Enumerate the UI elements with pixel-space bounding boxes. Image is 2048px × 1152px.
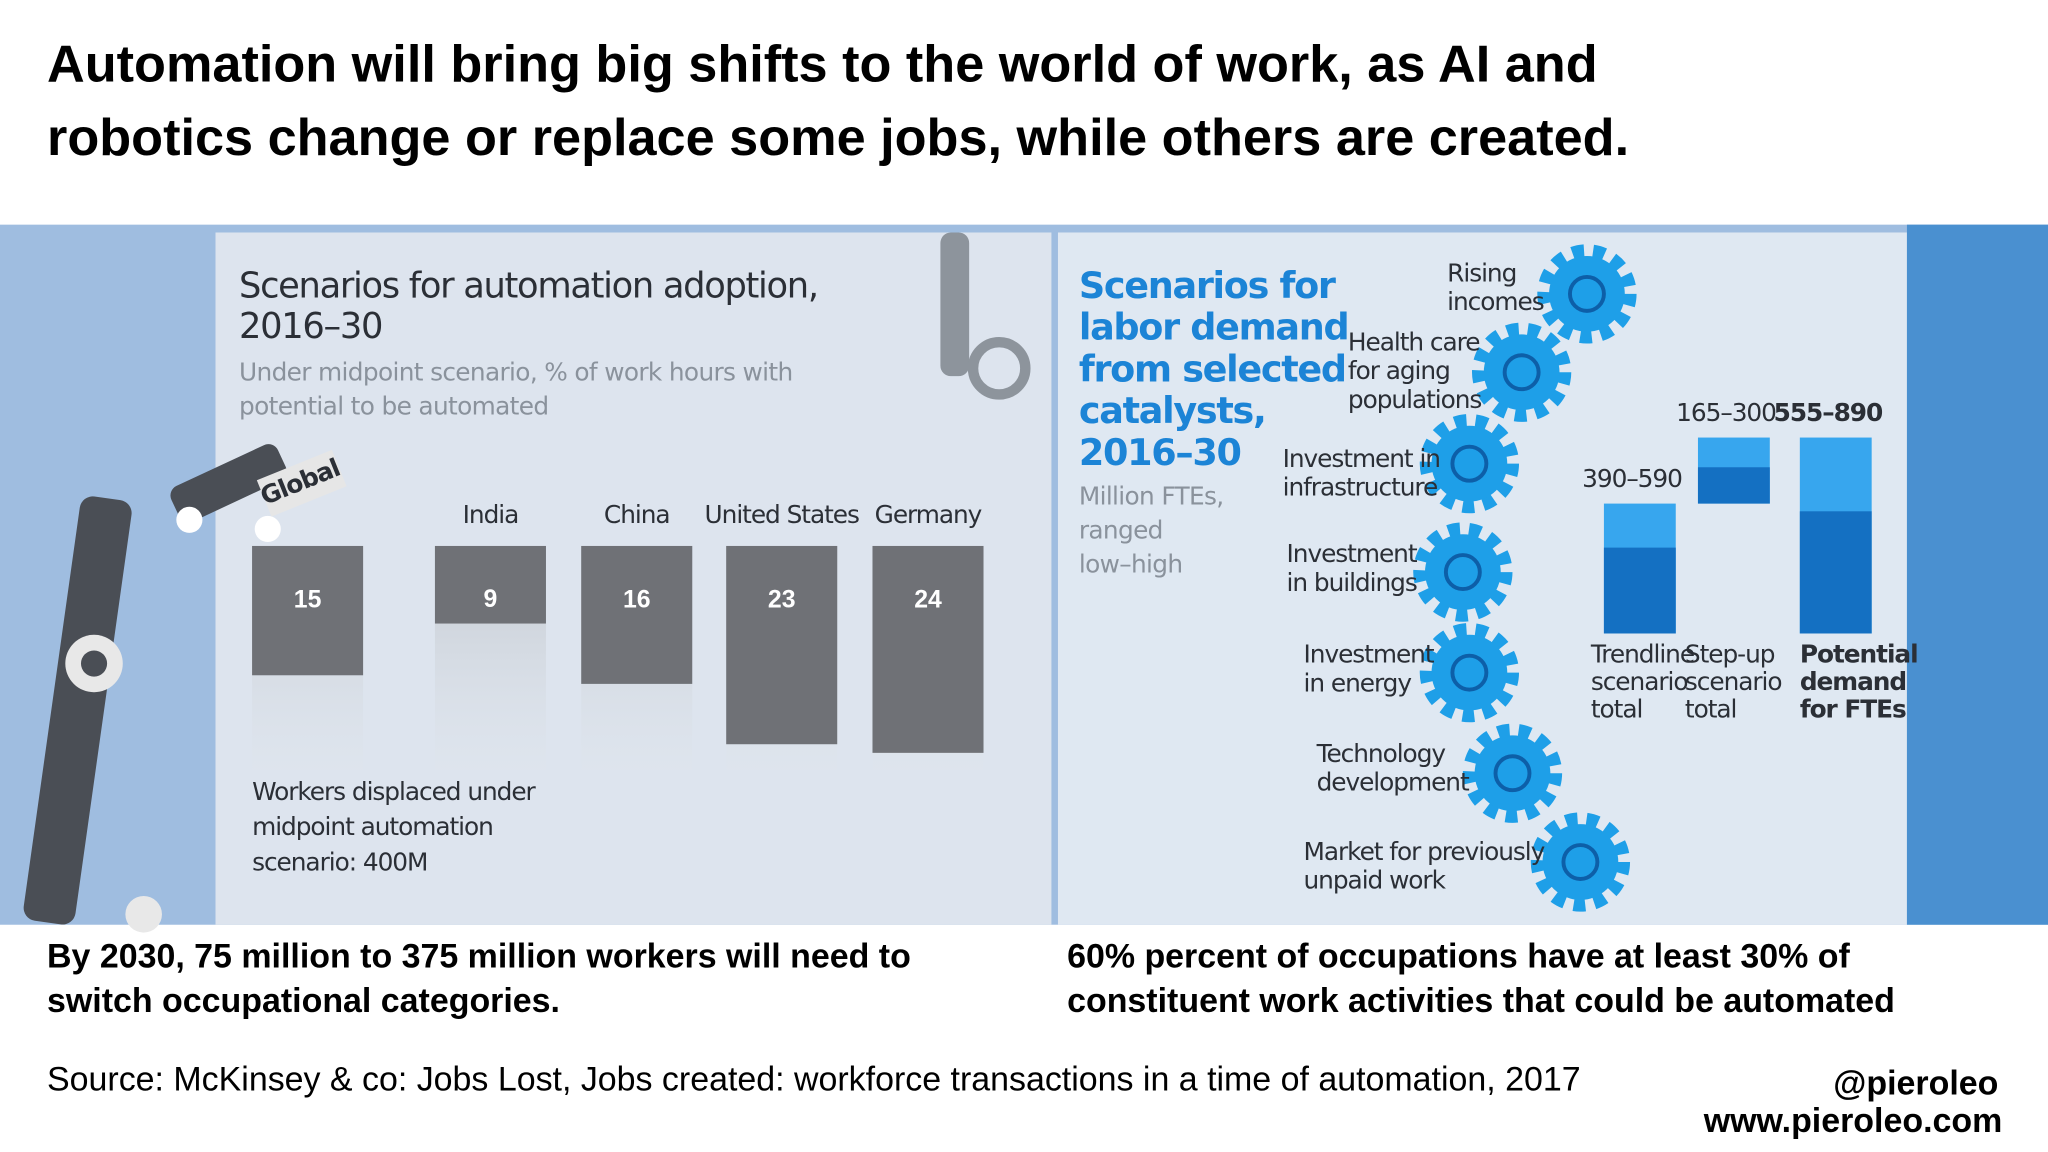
- panel-title: from selected: [1079, 347, 1346, 390]
- bar: [581, 545, 693, 684]
- total-label: for FTEs: [1800, 695, 1906, 724]
- note: midpoint automation: [252, 812, 493, 841]
- slide-title: Automation will bring big shifts to the …: [47, 36, 1598, 94]
- catalyst-label: Health care: [1348, 328, 1480, 357]
- gear-icon: [1450, 444, 1489, 483]
- gear: [1471, 322, 1572, 422]
- note: Workers displaced under: [252, 777, 536, 806]
- total-label: total: [1591, 695, 1642, 724]
- country-label: China: [604, 500, 670, 529]
- value-label: 9: [484, 586, 498, 613]
- range-label: 390–590: [1582, 464, 1682, 493]
- gear: [1431, 634, 1508, 711]
- panel-title: 2016–30: [1079, 431, 1241, 474]
- catalyst-label: infrastructure: [1283, 472, 1438, 501]
- gear-icon: [1567, 274, 1606, 313]
- gear: [1419, 414, 1520, 514]
- bar: [252, 545, 364, 676]
- gear-icon: [1443, 553, 1482, 592]
- panel-title: Scenarios for: [1079, 264, 1336, 307]
- note: scenario: 400M: [252, 847, 427, 876]
- gear: [1474, 735, 1551, 812]
- bar: [726, 545, 838, 745]
- catalyst-label: Investment: [1304, 640, 1435, 669]
- value-label: 23: [768, 586, 796, 613]
- total-label: scenario: [1591, 667, 1688, 696]
- gear-icon: [1450, 653, 1489, 692]
- catalyst-label: development: [1317, 768, 1470, 797]
- right-edge: [1906, 224, 2048, 925]
- catalyst-label: populations: [1348, 385, 1482, 414]
- catalyst-label: unpaid work: [1304, 866, 1447, 895]
- total-label: Trendline: [1590, 640, 1694, 669]
- bar: [872, 545, 984, 753]
- country-label: India: [463, 500, 519, 529]
- panel-title: 2016–30: [239, 306, 382, 347]
- catalyst-label: for aging: [1348, 356, 1450, 385]
- panel-title: catalysts,: [1079, 389, 1266, 432]
- panel-subtitle: Million FTEs,: [1079, 482, 1224, 511]
- gear: [1542, 824, 1619, 900]
- total-label: scenario: [1685, 667, 1782, 696]
- slide-title: robotics change or replace some jobs, wh…: [47, 109, 1629, 167]
- value-label: 24: [914, 586, 942, 613]
- caption: 60% percent of occupations have at least…: [1067, 938, 1850, 976]
- gear-icon: [1502, 353, 1541, 392]
- range-label: 165–300: [1676, 398, 1776, 427]
- range-bar-low: [1799, 511, 1872, 634]
- robot-arm: [23, 232, 1031, 933]
- gear: [1424, 534, 1501, 610]
- catalyst-label: Investment: [1287, 539, 1418, 568]
- country-label: United States: [705, 500, 859, 529]
- catalyst-label: in buildings: [1287, 568, 1417, 597]
- country-label: Germany: [875, 500, 982, 529]
- bar: [434, 545, 546, 624]
- panel-subtitle: ranged: [1079, 516, 1163, 545]
- total-label: Step-up: [1685, 640, 1775, 669]
- range-bar-low: [1697, 467, 1770, 504]
- range-bar-low: [1603, 547, 1676, 634]
- website: www.pieroleo.com: [1703, 1102, 2003, 1140]
- caption: constituent work activities that could b…: [1067, 982, 1895, 1020]
- total-label: Potential: [1800, 640, 1918, 669]
- catalyst-label: Investment in: [1283, 444, 1440, 473]
- total-label: demand: [1800, 667, 1906, 696]
- gear-icon: [1493, 754, 1532, 793]
- catalyst-label: Rising: [1447, 258, 1516, 287]
- catalyst-label: Technology: [1316, 739, 1446, 768]
- catalyst-label: Market for previously: [1304, 837, 1545, 866]
- panel-subtitle: low–high: [1079, 550, 1183, 579]
- caption: switch occupational categories.: [47, 982, 560, 1020]
- value-label: 16: [623, 586, 651, 613]
- total-label: total: [1685, 695, 1736, 724]
- gear: [1537, 244, 1637, 344]
- catalyst-label: in energy: [1304, 668, 1412, 697]
- gear: [1419, 623, 1520, 723]
- global-tag: [256, 449, 347, 517]
- caption: By 2030, 75 million to 375 million worke…: [47, 938, 911, 976]
- value-label: 15: [294, 586, 322, 613]
- range-label: 555–890: [1774, 398, 1883, 427]
- gear-icon: [1561, 843, 1600, 881]
- panel-title: Scenarios for automation adoption,: [239, 265, 818, 306]
- catalyst-label: incomes: [1447, 287, 1544, 316]
- panel-title: labor demand: [1079, 306, 1349, 349]
- gear: [1483, 334, 1560, 411]
- panel-subtitle: potential to be automated: [239, 392, 548, 421]
- handle: @pieroleo: [1833, 1064, 1998, 1102]
- gear: [1431, 425, 1508, 502]
- source: Source: McKinsey & co: Jobs Lost, Jobs c…: [47, 1060, 1581, 1098]
- panel-subtitle: Under midpoint scenario, % of work hours…: [239, 358, 793, 387]
- gear: [1530, 812, 1631, 912]
- gear: [1462, 723, 1563, 823]
- gear: [1549, 256, 1625, 332]
